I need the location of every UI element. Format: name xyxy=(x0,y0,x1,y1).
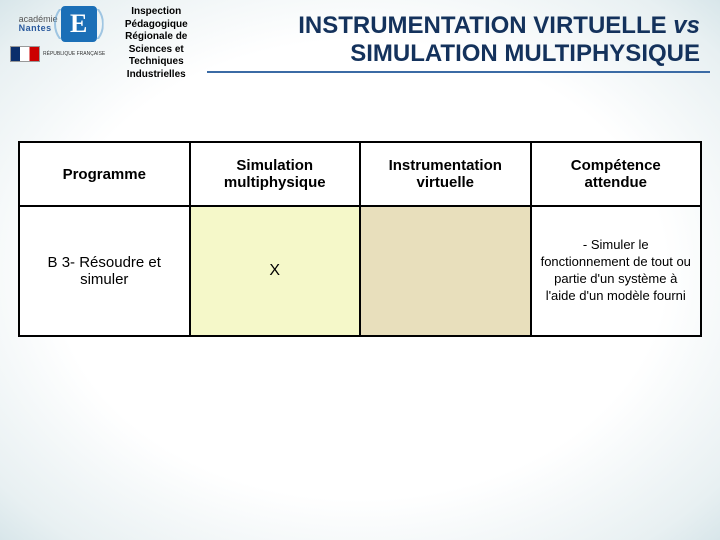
col-instrumentation: Instrumentation virtuelle xyxy=(360,142,531,206)
education-e-logo-icon xyxy=(61,6,97,42)
logo-block: académie Nantes RÉPUBLIQUE FRANÇAISE xyxy=(10,6,105,62)
inspection-label: Inspection Pédagogique Régionale de Scie… xyxy=(113,6,199,81)
page-title: INSTRUMENTATION VIRTUELLE vs SIMULATION … xyxy=(207,12,710,67)
comparison-table: Programme Simulation multiphysique Instr… xyxy=(18,141,702,337)
table-row: B 3- Résoudre et simuler X - Simuler le … xyxy=(19,206,701,336)
cell-instrumentation xyxy=(360,206,531,336)
cell-programme: B 3- Résoudre et simuler xyxy=(19,206,190,336)
french-flag-icon xyxy=(10,46,40,62)
cell-simulation: X xyxy=(190,206,361,336)
cell-competence: - Simuler le fonctionnement de tout ou p… xyxy=(531,206,702,336)
comparison-table-area: Programme Simulation multiphysique Instr… xyxy=(18,141,702,337)
table-header-row: Programme Simulation multiphysique Instr… xyxy=(19,142,701,206)
title-underline xyxy=(207,71,710,73)
col-simulation: Simulation multiphysique xyxy=(190,142,361,206)
academie-text: académie Nantes xyxy=(19,15,58,33)
col-programme: Programme xyxy=(19,142,190,206)
col-competence: Compétence attendue xyxy=(531,142,702,206)
title-block: INSTRUMENTATION VIRTUELLE vs SIMULATION … xyxy=(207,6,710,73)
republic-label: RÉPUBLIQUE FRANÇAISE xyxy=(43,52,105,57)
header-bar: académie Nantes RÉPUBLIQUE FRANÇAISE Ins… xyxy=(0,0,720,81)
